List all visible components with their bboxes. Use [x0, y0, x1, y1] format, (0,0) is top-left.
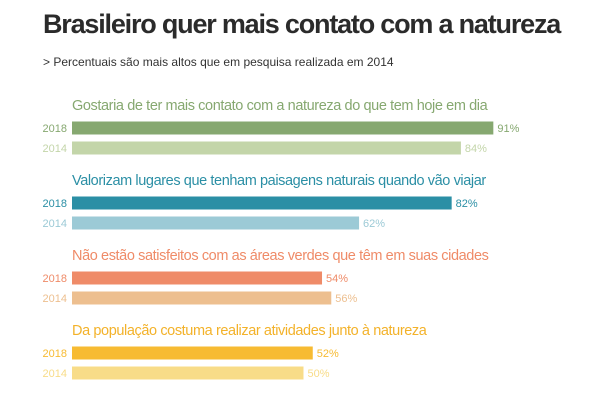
bar — [72, 271, 323, 285]
year-label: 2018 — [43, 273, 67, 285]
value-label: 84% — [465, 143, 487, 155]
value-label: 62% — [363, 218, 385, 230]
value-label: 82% — [456, 198, 478, 210]
value-label: 52% — [317, 348, 339, 360]
bar — [72, 121, 494, 135]
group-title: Gostaria de ter mais contato com a natur… — [72, 98, 489, 114]
year-label: 2014 — [43, 293, 67, 305]
year-label: 2014 — [43, 218, 67, 230]
year-label: 2014 — [43, 143, 67, 155]
year-label: 2018 — [43, 123, 67, 135]
group-title: Valorizam lugares que tenham paisagens n… — [72, 173, 486, 189]
value-label: 54% — [326, 273, 348, 285]
bar — [72, 141, 461, 155]
year-label: 2018 — [43, 198, 67, 210]
bar — [72, 366, 304, 380]
group-title: Não estão satisfeitos com as áreas verde… — [72, 248, 489, 264]
value-label: 91% — [497, 123, 519, 135]
chart-subtitle: > Percentuais são mais altos que em pesq… — [43, 55, 394, 69]
value-label: 56% — [335, 293, 357, 305]
bar — [72, 196, 452, 210]
year-label: 2018 — [43, 348, 67, 360]
value-label: 50% — [308, 368, 330, 380]
bar — [72, 346, 313, 360]
bar — [72, 291, 332, 305]
year-label: 2014 — [43, 368, 67, 380]
chart-title: Brasileiro quer mais contato com a natur… — [43, 9, 561, 39]
bar — [72, 216, 360, 230]
group-title: Da população costuma realizar atividades… — [72, 323, 428, 339]
